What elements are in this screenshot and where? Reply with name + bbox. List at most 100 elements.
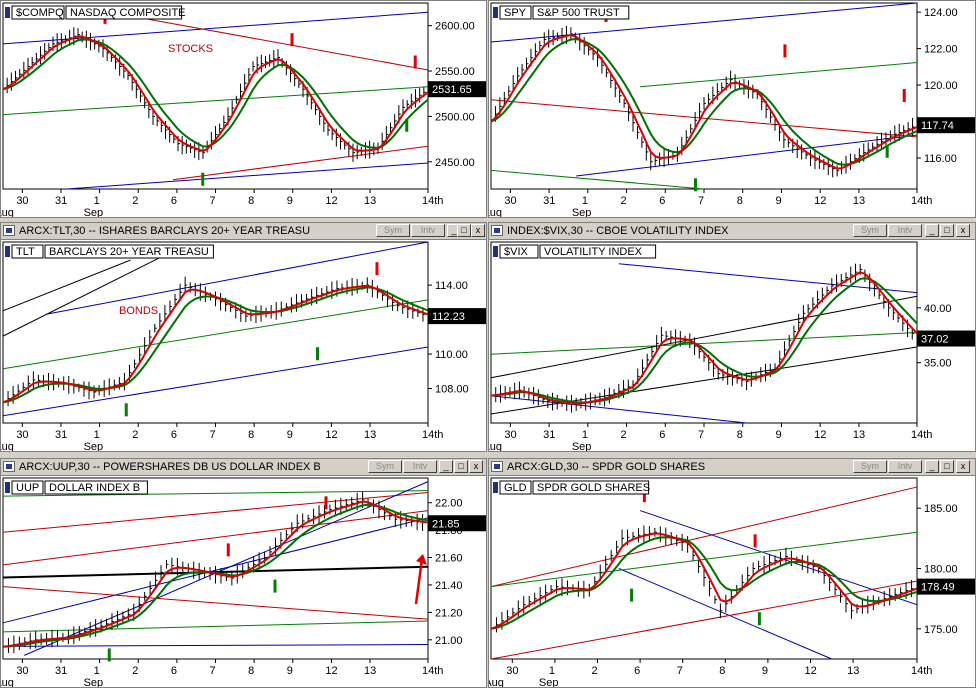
price-bar [181,136,185,155]
price-bar [219,123,222,134]
legend-swatch [5,7,10,18]
price-bar [552,30,556,46]
slow-moving-average-line [490,277,918,404]
price-bar [641,136,644,148]
price-bar [248,67,251,82]
close-button[interactable]: x [469,460,483,473]
price-bar [315,104,318,115]
chart-uup: 21.0021.2021.4021.6021.8022.0030Aug311Se… [1,477,486,687]
price-bar [793,325,796,338]
price-bar [310,96,314,110]
chart-annotation: STOCKS [168,43,213,55]
buy-signal-mark [693,178,697,192]
price-bar [326,285,329,299]
sym-button[interactable]: Sym [376,224,410,237]
intv-button[interactable]: Intv [411,224,445,237]
x-tick-label: 8 [719,665,725,677]
x-tick-label: 12 [814,429,826,441]
trend-line [490,486,918,588]
price-bar [621,529,625,548]
x-tick-sublabel: Aug [489,207,502,218]
minimize-button[interactable]: _ [925,460,939,473]
minimize-button[interactable]: _ [925,224,939,237]
close-button[interactable]: x [956,460,970,473]
legend-symbol-box [499,5,532,20]
x-tick-label: 1 [94,665,100,677]
y-tick-label: 40.00 [924,303,952,315]
intv-button[interactable]: Intv [888,224,922,237]
x-tick-label: 2 [132,195,138,207]
chart-legend: $VIX VOLATILITY INDEX [493,244,657,259]
x-tick-label: 6 [171,195,177,207]
price-bar [539,586,543,605]
plot-area [490,241,918,424]
price-bar [265,56,268,68]
maximize-button[interactable]: □ [940,460,954,473]
price-bar [610,73,613,88]
x-tick-label: 14th [422,665,443,677]
price-bar [156,115,160,127]
sym-button[interactable]: Sym [853,460,887,473]
price-bar [836,274,839,292]
x-tick-label: 6 [171,429,177,441]
price-bar [752,562,756,575]
price-bar [127,608,131,621]
price-bar [703,97,706,110]
legend-name-box [44,480,148,495]
x-tick-label: 8 [737,195,743,207]
x-tick-label: 2 [132,429,138,441]
titlebar-gld[interactable]: ARCX:GLD,30 -- SPDR GOLD SHARES Sym Intv… [489,459,975,476]
maximize-button[interactable]: □ [457,224,471,237]
price-bar [392,293,395,311]
sym-button[interactable]: Sym [853,224,887,237]
close-button[interactable]: x [471,224,485,237]
x-tick-sublabel: Sep [539,677,559,688]
x-tick-label: 1 [582,429,588,441]
x-tick-label: 31 [55,195,67,207]
y-tick-label: 120.00 [924,80,958,92]
y-tick-label: 110.00 [435,349,468,361]
price-bar [736,373,740,384]
minimize-button[interactable]: _ [439,460,453,473]
x-tick-label: 30 [504,195,516,207]
legend-symbol-box [11,5,65,20]
price-bar [334,499,338,517]
last-price-box [428,515,486,532]
buy-signal-mark [757,612,761,626]
titlebar-tlt[interactable]: ARCX:TLT,30 -- ISHARES BARCLAYS 20+ YEAR… [1,223,486,240]
chart-legend: $COMPQ NASDAQ COMPOSITE [5,5,186,20]
maximize-button[interactable]: □ [454,460,468,473]
price-bar [231,570,234,586]
legend-name-box [532,5,630,20]
price-bar [378,500,381,519]
trend-line [576,134,918,177]
price-bar [849,153,853,170]
y-tick-label: 114.00 [435,280,468,292]
legend-symbol: TLT [16,246,35,258]
price-bar [37,374,41,387]
close-button[interactable]: x [956,224,970,237]
maximize-button[interactable]: □ [940,224,954,237]
price-bar [242,564,245,579]
sym-button[interactable]: Sym [368,460,402,473]
price-bar [579,33,582,51]
titlebar-vix[interactable]: INDEX:$VIX,30 -- CBOE VOLATILITY INDEX S… [489,223,975,240]
price-bar [419,88,422,103]
trend-line [2,299,429,370]
intv-button[interactable]: Intv [403,460,437,473]
price-bar [376,285,380,299]
legend-symbol-box [11,244,44,259]
price-bar [285,529,289,540]
price-bar [832,159,835,178]
last-price-box [917,578,975,595]
price-bar [643,525,646,544]
x-tick-label: 13 [853,429,865,441]
price-bar [106,44,110,62]
price-bar [149,581,153,596]
intv-button[interactable]: Intv [888,460,922,473]
titlebar-uup[interactable]: ARCX:UUP,30 -- POWERSHARES DB US DOLLAR … [1,459,486,476]
price-bar [174,293,178,305]
fast-moving-average-line [490,532,918,630]
price-bar [508,86,511,97]
